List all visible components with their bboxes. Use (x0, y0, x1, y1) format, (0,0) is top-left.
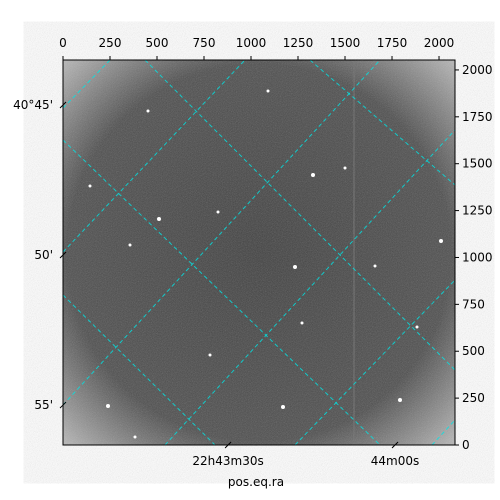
x-tick-label: 1250 (283, 36, 314, 50)
y-tick-label: 0 (462, 438, 470, 452)
y-tick-label: 750 (462, 297, 485, 311)
y-tick-label: 250 (462, 391, 485, 405)
coordinate-grid (62, 59, 456, 446)
world-y-tick (59, 101, 67, 109)
world-x-tick (224, 441, 232, 449)
x-tick-label: 2000 (424, 36, 455, 50)
x-tick-label: 1500 (330, 36, 361, 50)
world-y-tick-label: 40°45' (13, 98, 53, 112)
x-tick-label: 0 (59, 36, 67, 50)
plot-frame (62, 59, 456, 446)
x-tick-label: 250 (99, 36, 122, 50)
x-tick-label: 750 (193, 36, 216, 50)
y-tick-label: 500 (462, 344, 485, 358)
x-tick-label: 1000 (236, 36, 267, 50)
y-tick-label: 1000 (462, 250, 493, 264)
world-x-tick-label: 44m00s (371, 454, 419, 468)
world-y-tick (59, 251, 67, 259)
x-tick-label: 1750 (377, 36, 408, 50)
x-axis-label: pos.eq.ra (228, 475, 284, 489)
y-tick-label: 1500 (462, 157, 493, 171)
y-tick-label: 1250 (462, 204, 493, 218)
y-tick-label: 1750 (462, 110, 493, 124)
world-y-tick-label: 50' (34, 248, 53, 262)
world-x-tick (391, 441, 399, 449)
image (63, 60, 455, 445)
y-tick-label: 2000 (462, 63, 493, 77)
world-x-tick-label: 22h43m30s (192, 454, 263, 468)
x-tick-label: 500 (146, 36, 169, 50)
world-y-tick (59, 401, 67, 409)
world-y-tick-label: 55' (34, 398, 53, 412)
